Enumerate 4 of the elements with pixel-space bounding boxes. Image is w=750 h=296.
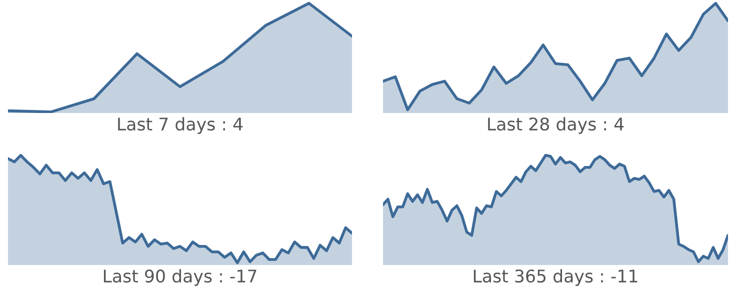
x-axis-title: Last 28 days : 4 (488, 117, 624, 134)
x-axis-title: Last 7 days : 4 (118, 117, 243, 134)
x-axis-title: Last 365 days : -11 (474, 269, 638, 286)
x-axis-title: Last 90 days : -17 (104, 269, 256, 286)
